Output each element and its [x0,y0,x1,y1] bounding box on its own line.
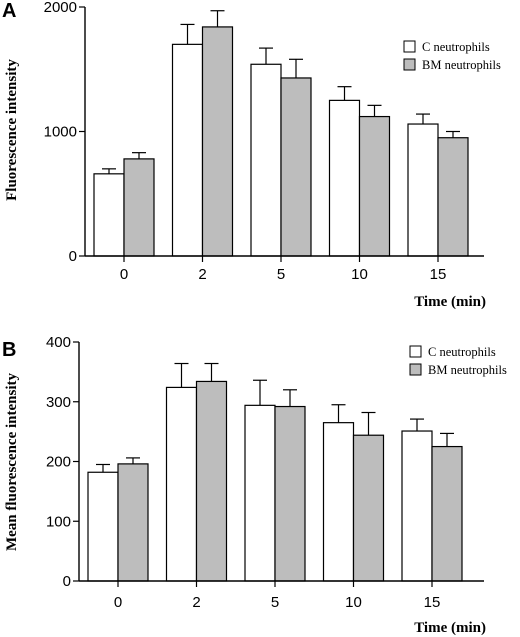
bar-c-neutrophils [171,43,204,257]
bar-bm-neutrophils [352,434,385,582]
x-tick-label: 0 [114,594,122,611]
x-tick-label: 10 [345,594,362,611]
panel-b-x-axis-title: Time (min) [414,620,486,636]
y-tick-label: 1000 [44,124,77,141]
bar-bm-neutrophils [431,445,463,582]
panel-b-error-bars [96,362,454,473]
x-tick-label: 2 [192,594,200,611]
legend-swatch-bm-neutrophils [403,58,416,71]
y-tick-label: 400 [46,334,71,351]
legend-swatch-c-neutrophils [403,40,416,53]
bar-c-neutrophils [250,63,282,257]
bar-c-neutrophils [165,386,198,582]
y-tick-label: 0 [63,573,71,590]
x-tick-label: 10 [351,266,368,283]
x-tick-label: 5 [277,266,285,283]
y-tick-label: 100 [46,513,71,530]
bar-bm-neutrophils [437,137,469,257]
x-tick-label: 5 [271,594,279,611]
y-tick-label: 200 [46,454,71,471]
panel-a-x-ticks: 0 2 5 10 15 [120,256,447,283]
bar-c-neutrophils [244,404,276,582]
panel-b-y-axis-title: Mean fluorescence intensity [4,372,20,551]
y-tick-label: 0 [69,248,77,265]
bar-bm-neutrophils [201,26,234,257]
bar-bm-neutrophils [358,115,391,257]
panel-a-error-bars [102,10,460,174]
bar-bm-neutrophils [274,405,306,582]
x-tick-label: 0 [120,266,128,283]
legend-label-bm-neutrophils: BM neutrophils [422,58,501,72]
bar-bm-neutrophils [117,463,149,582]
legend-swatch-bm-neutrophils [409,363,422,376]
bar-c-neutrophils [87,471,119,582]
panel-b-x-ticks: 0 2 5 10 15 [114,581,441,611]
x-tick-label: 15 [430,266,447,283]
panel-b: B Mean fluorescence intensity Time (min)… [2,334,507,636]
panel-a-legend: C neutrophils BM neutrophils [403,40,501,72]
panel-a-y-axis-title: Fluorescence intensity [4,59,20,201]
panel-a-x-axis-title: Time (min) [414,294,486,310]
panel-b-letter: B [2,339,16,361]
bar-c-neutrophils [401,430,433,582]
y-tick-label: 300 [46,394,71,411]
legend-swatch-c-neutrophils [409,345,422,358]
panel-b-y-ticks: 0 100 200 300 400 [46,334,79,590]
legend-label-c-neutrophils: C neutrophils [422,40,490,54]
x-tick-label: 15 [424,594,441,611]
panel-a: A Fluorescence intensity Time (min) 0 2 5 1… [2,0,501,310]
panel-b-legend: C neutrophils BM neutrophils [409,345,507,377]
bar-bm-neutrophils [195,380,228,582]
bar-c-neutrophils [328,99,361,257]
panel-a-y-ticks: 0 1000 2000 [44,0,85,265]
x-tick-label: 2 [198,266,206,283]
panel-b-bars [87,380,463,582]
bar-c-neutrophils [322,422,355,582]
bar-c-neutrophils [93,173,125,257]
bar-c-neutrophils [407,123,439,257]
bar-bm-neutrophils [280,77,312,257]
panel-a-letter: A [2,0,16,22]
legend-label-bm-neutrophils: BM neutrophils [428,363,507,377]
bar-bm-neutrophils [123,158,155,257]
legend-label-c-neutrophils: C neutrophils [428,345,496,359]
y-tick-label: 2000 [44,0,77,16]
